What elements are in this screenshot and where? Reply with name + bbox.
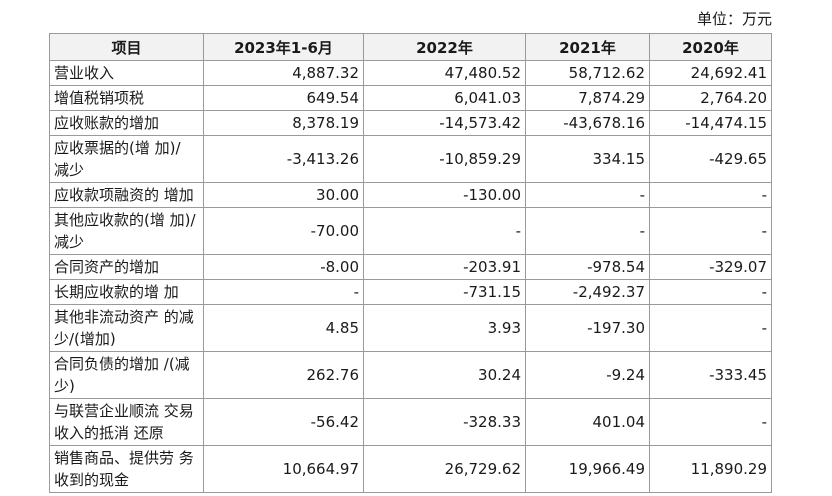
cell-value: -9.24 (525, 351, 650, 399)
header-row: 项目 2023年1-6月 2022年 2021年 2020年 (49, 33, 772, 61)
cell-value: - (363, 207, 526, 255)
cell-value: -70.00 (203, 207, 364, 255)
cell-value: -197.30 (525, 304, 650, 352)
financial-table: 项目 2023年1-6月 2022年 2021年 2020年 营业收入 4,887… (49, 33, 772, 493)
table-row: 长期应收款的增 加 - -731.15 -2,492.37- (49, 279, 772, 305)
cell-value: -978.54 (525, 254, 650, 280)
cell-value: -429.65 (649, 135, 772, 183)
row-label: 其他应收款的(增 加)/减少 (49, 207, 204, 255)
row-label: 合同资产的增加 (49, 254, 204, 280)
table-row: 增值税销项税 649.54 6,041.03 7,874.29 2,764.20 (49, 85, 772, 111)
cell-value: -329.07 (649, 254, 772, 280)
table-row: 应收票据的(增 加)/ 减少 -3,413.26 -10,859.29 334.15-… (49, 135, 772, 183)
header-2022: 2022年 (363, 33, 526, 61)
table-row: 合同资产的增加 -8.00 -203.91 -978.54 -329.07 (49, 254, 772, 280)
row-label: 销售商品、提供劳 务收到的现金 (49, 445, 204, 493)
table-row: 其他非流动资产 的减少/(增加) 4.85 3.93 -197.30- (49, 304, 772, 352)
cell-value: -56.42 (203, 398, 364, 446)
cell-value: -203.91 (363, 254, 526, 280)
cell-value: -731.15 (363, 279, 526, 305)
cell-value: - (649, 398, 772, 446)
cell-value: 26,729.62 (363, 445, 526, 493)
cell-value: -10,859.29 (363, 135, 526, 183)
cell-value: -333.45 (649, 351, 772, 399)
table-row: 合同负债的增加 /(减少) 262.76 30.24 -9.24 -333.45 (49, 351, 772, 399)
cell-value: -328.33 (363, 398, 526, 446)
header-2020: 2020年 (649, 33, 772, 61)
cell-value: -3,413.26 (203, 135, 364, 183)
row-label: 营业收入 (49, 60, 204, 86)
cell-value: - (649, 207, 772, 255)
cell-value: 7,874.29 (525, 85, 650, 111)
row-label: 应收款项融资的 增加 (49, 182, 204, 208)
table-row: 销售商品、提供劳 务收到的现金 10,664.97 26,729.62 19,966.… (49, 445, 772, 493)
cell-value: - (649, 304, 772, 352)
cell-value: 2,764.20 (649, 85, 772, 111)
header-item: 项目 (49, 33, 204, 61)
unit-label: 单位：万元 (696, 10, 772, 28)
row-label: 与联营企业顺流 交易收入的抵消 还原 (49, 398, 204, 446)
cell-value: 30.24 (363, 351, 526, 399)
cell-value: 4,887.32 (203, 60, 364, 86)
cell-value: 4.85 (203, 304, 364, 352)
cell-value: 47,480.52 (363, 60, 526, 86)
cell-value: 6,041.03 (363, 85, 526, 111)
cell-value: 58,712.62 (525, 60, 650, 86)
cell-value: 3.93 (363, 304, 526, 352)
cell-value: 8,378.19 (203, 110, 364, 136)
cell-value: 401.04 (525, 398, 650, 446)
cell-value: 649.54 (203, 85, 364, 111)
row-label: 合同负债的增加 /(减少) (49, 351, 204, 399)
row-label: 长期应收款的增 加 (49, 279, 204, 305)
cell-value: 10,664.97 (203, 445, 364, 493)
cell-value: 19,966.49 (525, 445, 650, 493)
cell-value: - (525, 182, 650, 208)
cell-value: -43,678.16 (525, 110, 650, 136)
header-2023h1: 2023年1-6月 (203, 33, 364, 61)
cell-value: -14,474.15 (649, 110, 772, 136)
cell-value: -2,492.37 (525, 279, 650, 305)
cell-value: - (203, 279, 364, 305)
table-row: 应收款项融资的 增加 30.00 -130.00- - (49, 182, 772, 208)
cell-value: - (649, 279, 772, 305)
cell-value: -14,573.42 (363, 110, 526, 136)
cell-value: 334.15 (525, 135, 650, 183)
cell-value: 262.76 (203, 351, 364, 399)
cell-value: 11,890.29 (649, 445, 772, 493)
cell-value: 30.00 (203, 182, 364, 208)
row-label: 应收票据的(增 加)/ 减少 (49, 135, 204, 183)
cell-value: -8.00 (203, 254, 364, 280)
table-row: 应收账款的增加 8,378.19 -14,573.42 -43,678.16 -14,4… (49, 110, 772, 136)
cell-value: 24,692.41 (649, 60, 772, 86)
table-row: 与联营企业顺流 交易收入的抵消 还原 -56.42 -328.33 401.04- (49, 398, 772, 446)
cell-value: - (649, 182, 772, 208)
header-2021: 2021年 (525, 33, 650, 61)
cell-value: - (525, 207, 650, 255)
row-label: 应收账款的增加 (49, 110, 204, 136)
table-row: 其他应收款的(增 加)/减少 -70.00- - - (49, 207, 772, 255)
table-row: 营业收入 4,887.32 47,480.52 58,712.62 24,692.41 (49, 60, 772, 86)
row-label: 增值税销项税 (49, 85, 204, 111)
cell-value: -130.00 (363, 182, 526, 208)
row-label: 其他非流动资产 的减少/(增加) (49, 304, 204, 352)
